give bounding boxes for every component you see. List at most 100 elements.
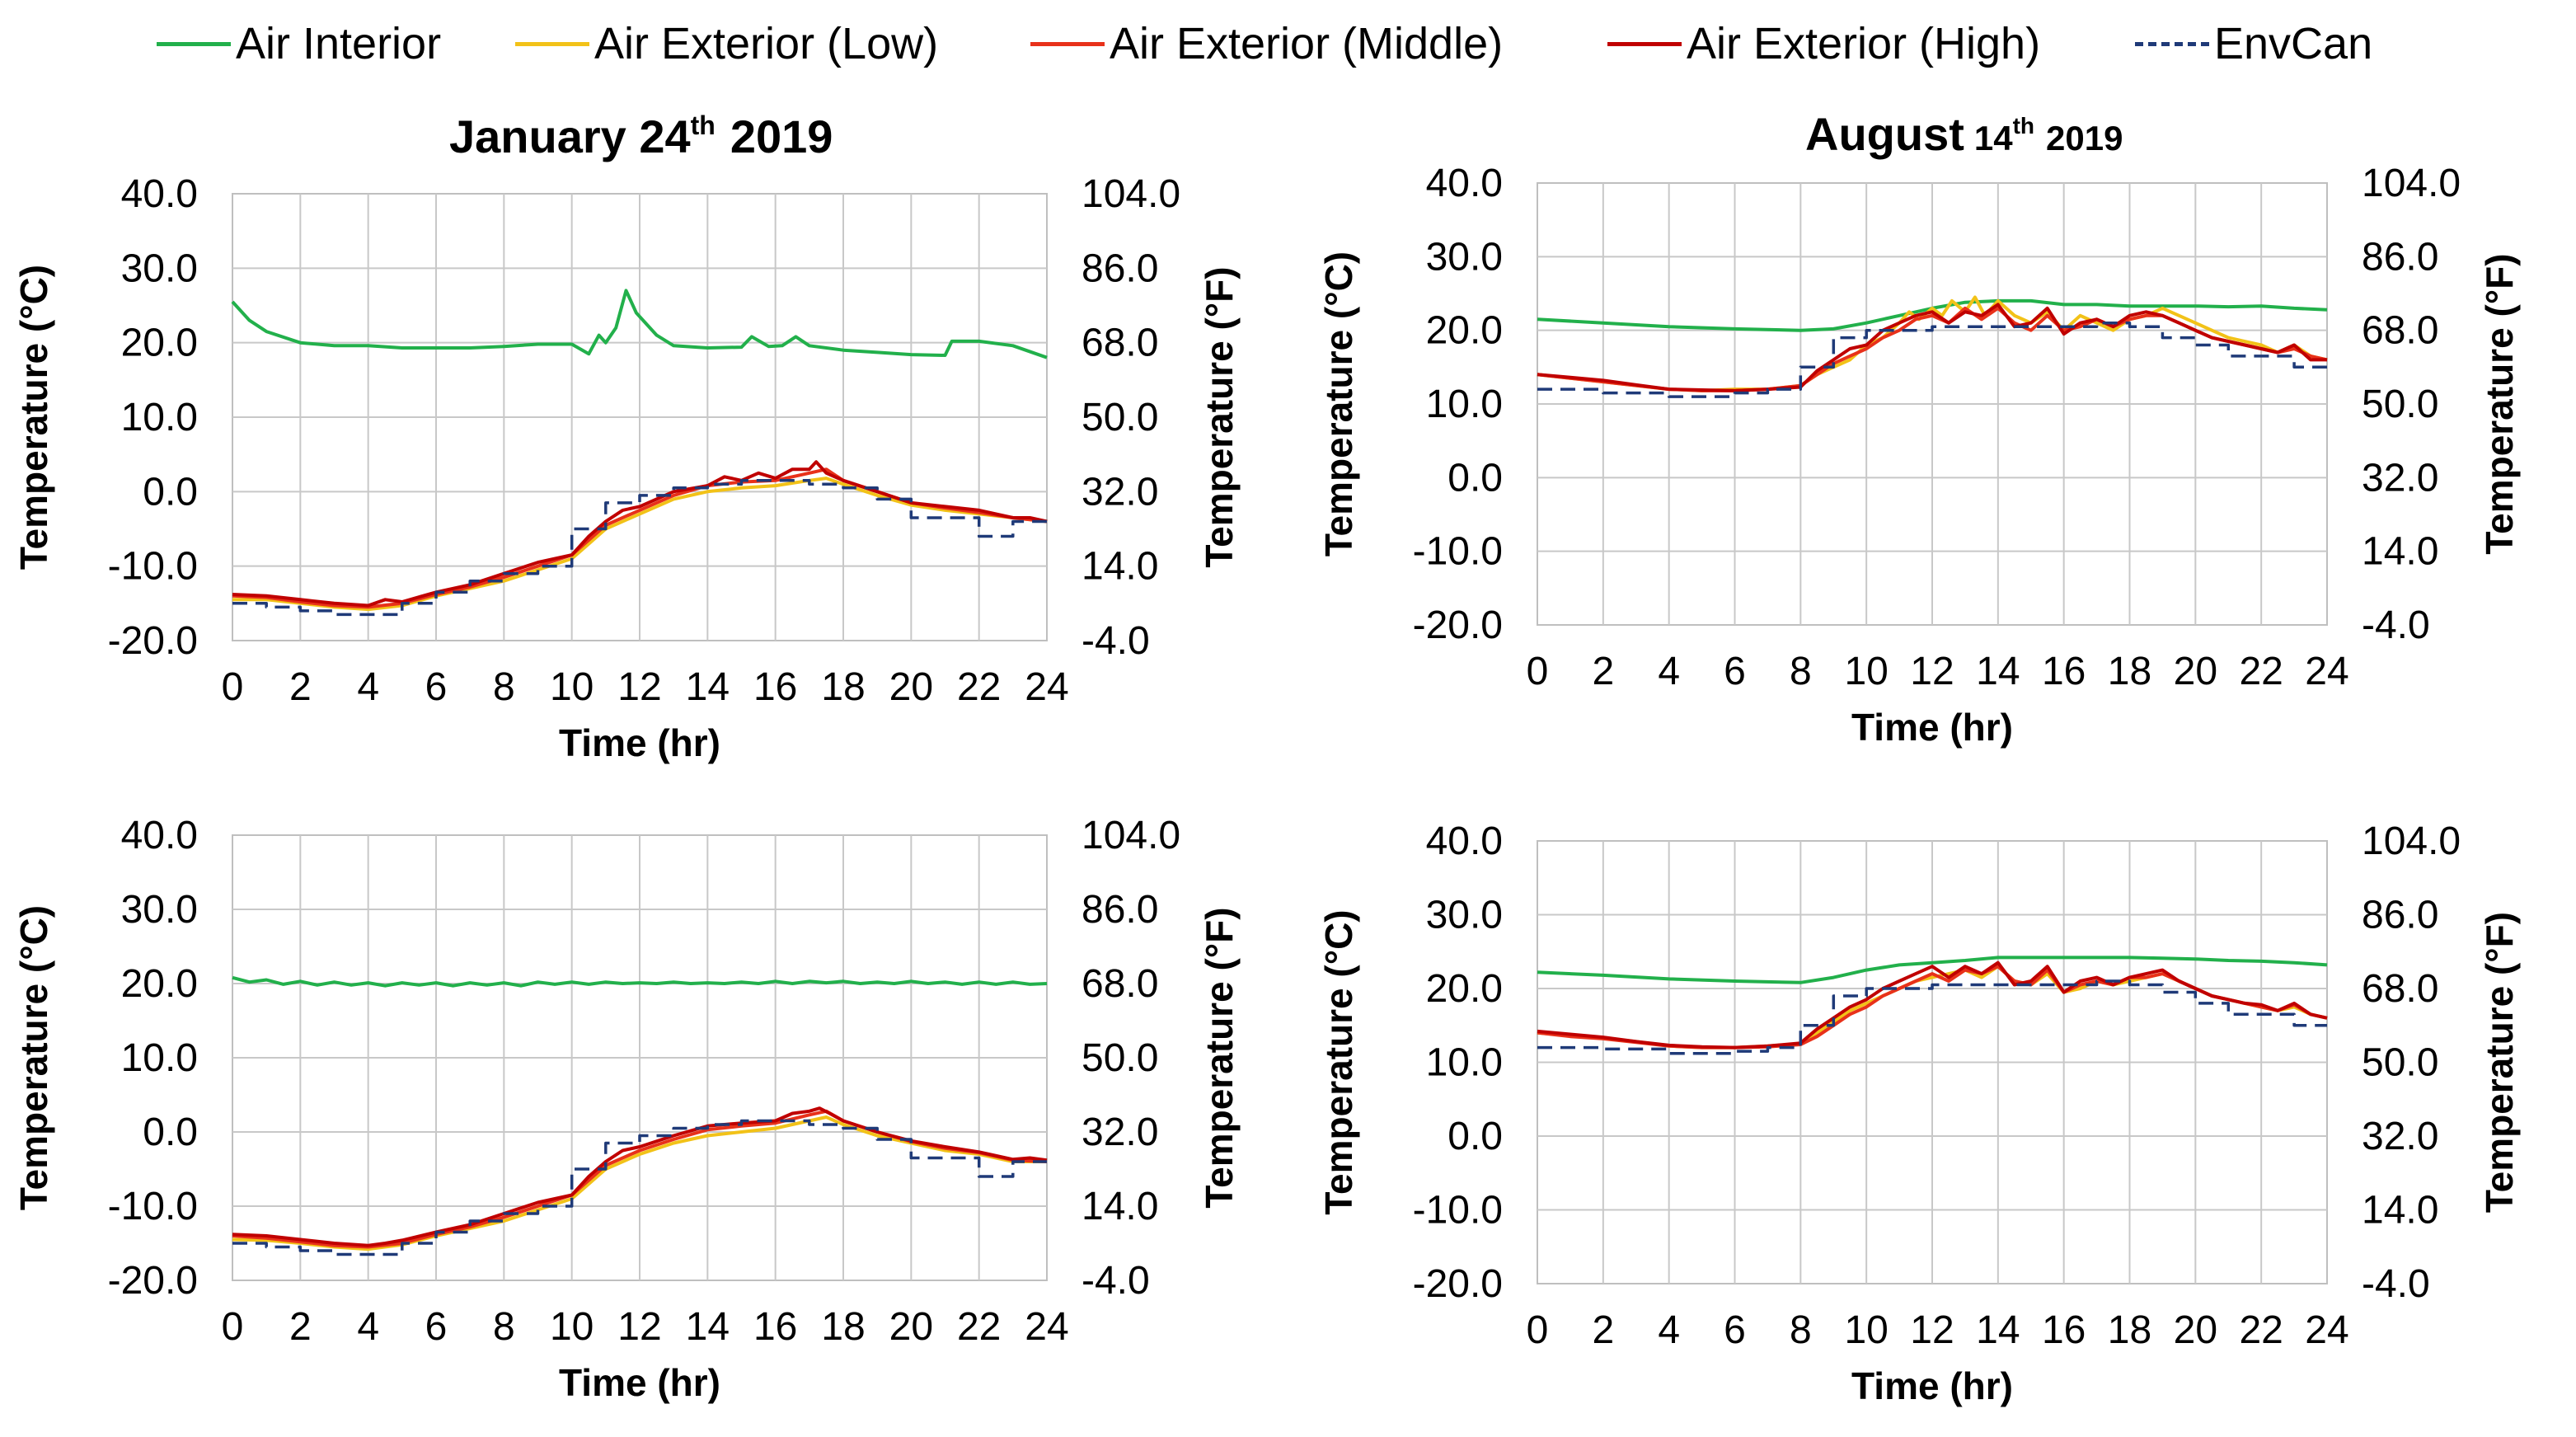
x-tick-label: 6 [425,1305,448,1349]
y2-tick-label: 50.0 [2362,1041,2438,1085]
y-tick-label: 20.0 [121,322,198,365]
x-tick-label: 4 [1658,650,1680,693]
series-line-air-interior [1537,956,2328,984]
legend-label-air-exterior-high: Air Exterior (High) [1687,19,2041,68]
title-august-sup: th [2013,113,2034,139]
y-tick-label: 40.0 [121,814,198,857]
chart-bottom-left: 0 2 4 6 8 10 12 14 16 18 20 22 24-20.0 -4.0-10.0 14.00… [12,814,1241,1404]
y2-tick-label: 32.0 [1082,1111,1158,1154]
x-axis-title: Time (hr) [1851,706,2013,749]
x-tick-label: 4 [1658,1308,1680,1352]
y2-tick-label: 50.0 [1082,396,1158,439]
chart-legend: Air Interior Air Exterior (Low) Air Exte… [0,0,2576,82]
y2-tick-label: 14.0 [1082,1185,1158,1228]
y2-tick-label: -4.0 [2362,1262,2430,1306]
y2-tick-label: 14.0 [2362,530,2438,574]
x-tick-label: 10 [550,1305,594,1349]
y2-axis-title: Temperature (°F) [1198,266,1241,567]
x-tick-label: 18 [2108,650,2151,693]
legend-swatch-air-exterior-middle [1030,41,1105,46]
x-tick-label: 2 [289,1305,312,1349]
x-tick-label: 22 [957,665,1001,709]
x-tick-label: 6 [1724,1308,1746,1352]
y2-tick-label: 14.0 [1082,545,1158,589]
x-tick-label: 0 [222,665,244,709]
x-tick-label: 16 [2042,650,2086,693]
x-tick-label: 14 [686,665,730,709]
legend-swatch-envcan [2135,41,2209,46]
y2-tick-label: 68.0 [2362,967,2438,1011]
y-tick-label: 40.0 [1426,162,1503,205]
y-tick-label: 10.0 [121,1036,198,1080]
x-tick-label: 10 [1844,1308,1888,1352]
x-tick-label: 22 [2239,1308,2283,1352]
chart-top-left: 0 2 4 6 8 10 12 14 16 18 20 22 24-20.0 -4.0-10.0 14.00… [12,172,1241,764]
y-axis-title: Temperature (°C) [1317,909,1360,1214]
series-line-air-exterior-high [1537,303,2327,392]
y2-tick-label: 104.0 [2362,819,2461,863]
x-tick-label: 6 [1724,650,1746,693]
y-axis-title: Temperature (°C) [12,265,55,570]
x-tick-label: 18 [2108,1308,2151,1352]
legend-item-air-interior: Air Interior [157,15,441,73]
y-tick-label: -20.0 [108,619,198,663]
y2-tick-label: 32.0 [2362,456,2438,500]
series-line-envcan [1537,321,2327,398]
y-tick-label: 30.0 [1426,235,1503,279]
title-january-sup: th [691,110,716,140]
y2-axis-title: Temperature (°F) [1198,907,1241,1208]
y2-tick-label: 50.0 [1082,1036,1158,1080]
y2-tick-label: 86.0 [2362,235,2438,279]
legend-label-air-exterior-middle: Air Exterior (Middle) [1110,19,1504,68]
title-january: January 24th 2019 [449,110,833,162]
series-line-envcan [232,479,1047,617]
legend-item-envcan: EnvCan [2135,15,2372,73]
x-tick-label: 14 [1976,1308,2020,1352]
y2-axis-title: Temperature (°F) [2478,912,2521,1213]
title-august-main: August [1805,108,1964,160]
y-tick-label: -10.0 [108,1185,198,1228]
y-tick-label: 20.0 [1426,967,1503,1011]
series-line-air-exterior-high [1537,960,2328,1050]
legend-item-air-exterior-high: Air Exterior (High) [1607,15,2040,73]
series-line-air-exterior-low [232,477,1048,612]
y2-tick-label: 50.0 [2362,383,2438,426]
x-axis-title: Time (hr) [559,721,720,764]
y2-tick-label: 86.0 [1082,888,1158,932]
x-tick-label: 20 [889,1305,933,1349]
x-tick-label: 12 [617,1305,661,1349]
x-tick-label: 4 [357,665,379,709]
x-tick-label: 24 [1025,1305,1068,1349]
x-tick-label: 16 [2042,1308,2086,1352]
x-tick-label: 18 [821,665,865,709]
y2-tick-label: -4.0 [1082,1259,1150,1303]
legend-swatch-air-exterior-high [1607,41,1682,46]
legend-item-air-exterior-low: Air Exterior (Low) [515,15,938,73]
series-line-air-exterior-high [232,460,1048,608]
y-tick-label: -10.0 [1413,1189,1503,1233]
x-tick-label: 14 [1976,650,2020,693]
x-tick-label: 6 [425,665,448,709]
x-tick-label: 2 [1592,650,1614,693]
x-tick-label: 22 [2239,650,2283,693]
series-line-air-exterior-low [232,1115,1047,1252]
chart-bottom-right: 0 2 4 6 8 10 12 14 16 18 20 22 24-20.0 -4.0-10.0 14.00… [1317,819,2521,1407]
y-tick-label: -10.0 [1413,530,1503,574]
y-tick-label: 10.0 [1426,383,1503,426]
y2-tick-label: 68.0 [1082,322,1158,365]
y-tick-label: 0.0 [143,470,198,514]
x-axis-title: Time (hr) [559,1361,720,1404]
y2-tick-label: 32.0 [1082,470,1158,514]
y-tick-label: 40.0 [121,172,198,216]
y-axis-title: Temperature (°C) [1317,251,1360,556]
title-january-year: 2019 [730,110,833,162]
y-tick-label: 30.0 [121,888,198,932]
y-tick-label: 0.0 [143,1111,198,1154]
y2-tick-label: 104.0 [1082,172,1180,216]
x-axis-title: Time (hr) [1851,1364,2013,1407]
x-tick-label: 24 [2305,650,2348,693]
y-tick-label: -20.0 [1413,603,1503,647]
x-tick-label: 2 [289,665,312,709]
legend-swatch-air-interior [157,41,231,46]
y-tick-label: 0.0 [1448,456,1503,500]
